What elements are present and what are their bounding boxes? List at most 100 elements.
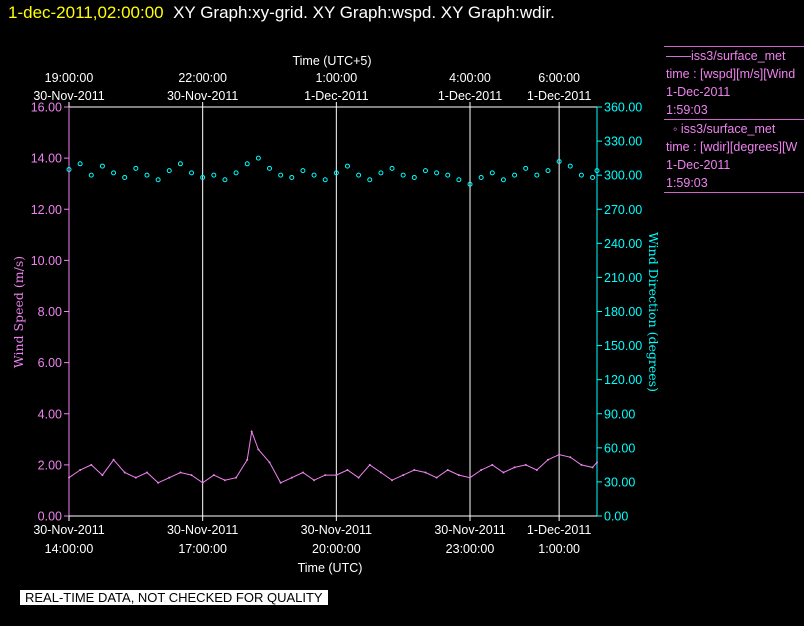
wdir-point [356, 172, 362, 178]
wspd-series-line [68, 429, 598, 484]
wdir-point [133, 165, 139, 171]
legend-wspd-series-name: iss3/surface_met [691, 49, 786, 63]
wdir-point [144, 172, 150, 178]
wspd-point [313, 479, 316, 482]
wspd-point [235, 476, 238, 479]
wdir-point [489, 170, 495, 176]
wspd-point [335, 474, 338, 477]
y-left-tick-label: 6.00 [38, 356, 62, 370]
wspd-point [79, 468, 82, 471]
wspd-point [424, 471, 427, 474]
wdir-point [77, 161, 83, 167]
y-right-tick-label: 210.00 [604, 271, 642, 285]
x-top-tick-time: 4:00:00 [449, 71, 491, 85]
x-bottom-tick-date: 30-Nov-2011 [33, 523, 104, 537]
wdir-point [422, 168, 428, 174]
wdir-point [155, 177, 161, 183]
x-axis-label-bottom: Time (UTC) [298, 561, 363, 575]
wspd-point [569, 456, 572, 459]
wdir-point [300, 168, 306, 174]
wspd-point [279, 481, 282, 484]
y-left-tick-label: 12.00 [31, 203, 62, 217]
legend-wdir-series-name: iss3/surface_met [680, 122, 776, 136]
y-right-tick-label: 30.00 [604, 475, 635, 489]
wspd-point [223, 479, 226, 482]
y-left-tick-label: 8.00 [38, 305, 62, 319]
y-left-tick-label: 0.00 [38, 510, 62, 524]
wspd-point [446, 468, 449, 471]
wdir-point [122, 174, 128, 180]
wdir-point [322, 177, 328, 183]
wspd-point [435, 476, 438, 479]
x-bottom-tick-date: 30-Nov-2011 [434, 523, 505, 537]
x-top-tick-date: 1-Dec-2011 [438, 89, 502, 103]
wspd-point [179, 471, 182, 474]
wspd-point [357, 476, 360, 479]
y-axis-label-right: Wind Direction (degrees) [646, 232, 661, 392]
y-left-tick-label: 2.00 [38, 458, 62, 472]
y-left-tick-label: 10.00 [31, 254, 62, 268]
title-bar: 1-dec-2011,02:00:00 XY Graph:xy-grid. XY… [8, 1, 555, 25]
wspd-point [145, 471, 148, 474]
x-bottom-tick-date: 1-Dec-2011 [527, 523, 591, 537]
y-left-tick-label: 14.00 [31, 152, 62, 166]
wdir-point [177, 161, 183, 167]
wdir-point [200, 174, 206, 180]
wdir-point [512, 172, 518, 178]
x-bottom-tick-date: 30-Nov-2011 [167, 523, 238, 537]
x-top-tick-time: 19:00:00 [45, 71, 94, 85]
wdir-point [456, 177, 462, 183]
wdir-point [311, 172, 317, 178]
y-right-tick-label: 360.00 [604, 101, 642, 115]
wdir-point [222, 177, 228, 183]
legend-entry-wspd[interactable]: ——iss3/surface_met time : [wspd][m/s][Wi… [664, 46, 804, 120]
wspd-point [346, 468, 349, 471]
y-right-tick-label: 150.00 [604, 339, 642, 353]
y-right-tick-label: 60.00 [604, 441, 635, 455]
wdir-point [255, 155, 261, 161]
x-bottom-tick-time: 17:00:00 [178, 542, 227, 556]
wspd-point [301, 471, 304, 474]
wdir-point [467, 181, 473, 187]
x-top-tick-time: 1:00:00 [315, 71, 357, 85]
wspd-point [513, 466, 516, 469]
y-right-tick-label: 270.00 [604, 203, 642, 217]
y-right-tick-label: 240.00 [604, 237, 642, 251]
legend-wdir-detail: time : [wdir][degrees][W [666, 140, 798, 154]
x-top-tick-date: 1-Dec-2011 [304, 89, 368, 103]
wdir-point [556, 159, 562, 165]
wspd-point [123, 471, 126, 474]
x-top-tick-time: 6:00:00 [538, 71, 580, 85]
wdir-point [278, 172, 284, 178]
x-bottom-tick-time: 14:00:00 [45, 542, 94, 556]
y-right-tick-label: 330.00 [604, 135, 642, 149]
wdir-point [545, 168, 551, 174]
wdir-point [333, 170, 339, 176]
legend-wspd-series: ——iss3/surface_met [666, 49, 786, 63]
x-top-tick-time: 22:00:00 [178, 71, 227, 85]
wspd-point [491, 463, 494, 466]
wspd-point [457, 474, 460, 477]
wspd-point [469, 476, 472, 479]
x-bottom-tick-time: 20:00:00 [312, 542, 361, 556]
wspd-point [257, 448, 260, 451]
x-top-tick-date: 30-Nov-2011 [33, 89, 104, 103]
wspd-point [201, 481, 204, 484]
x-top-tick-date: 30-Nov-2011 [167, 89, 238, 103]
wspd-point [250, 430, 253, 433]
wdir-point [244, 161, 250, 167]
legend-entry-wdir[interactable]: ◦ iss3/surface_met time : [wdir][degrees… [664, 120, 804, 193]
wdir-point [590, 174, 596, 180]
wdir-point [434, 170, 440, 176]
wdir-point [578, 172, 584, 178]
wspd-point [580, 463, 583, 466]
wdir-point [189, 170, 195, 176]
wspd-point [535, 468, 538, 471]
wdir-point [400, 172, 406, 178]
wspd-point [379, 471, 382, 474]
wspd-point [290, 476, 293, 479]
wspd-point [524, 463, 527, 466]
legend: ——iss3/surface_met time : [wspd][m/s][Wi… [664, 46, 804, 193]
wspd-point [391, 479, 394, 482]
